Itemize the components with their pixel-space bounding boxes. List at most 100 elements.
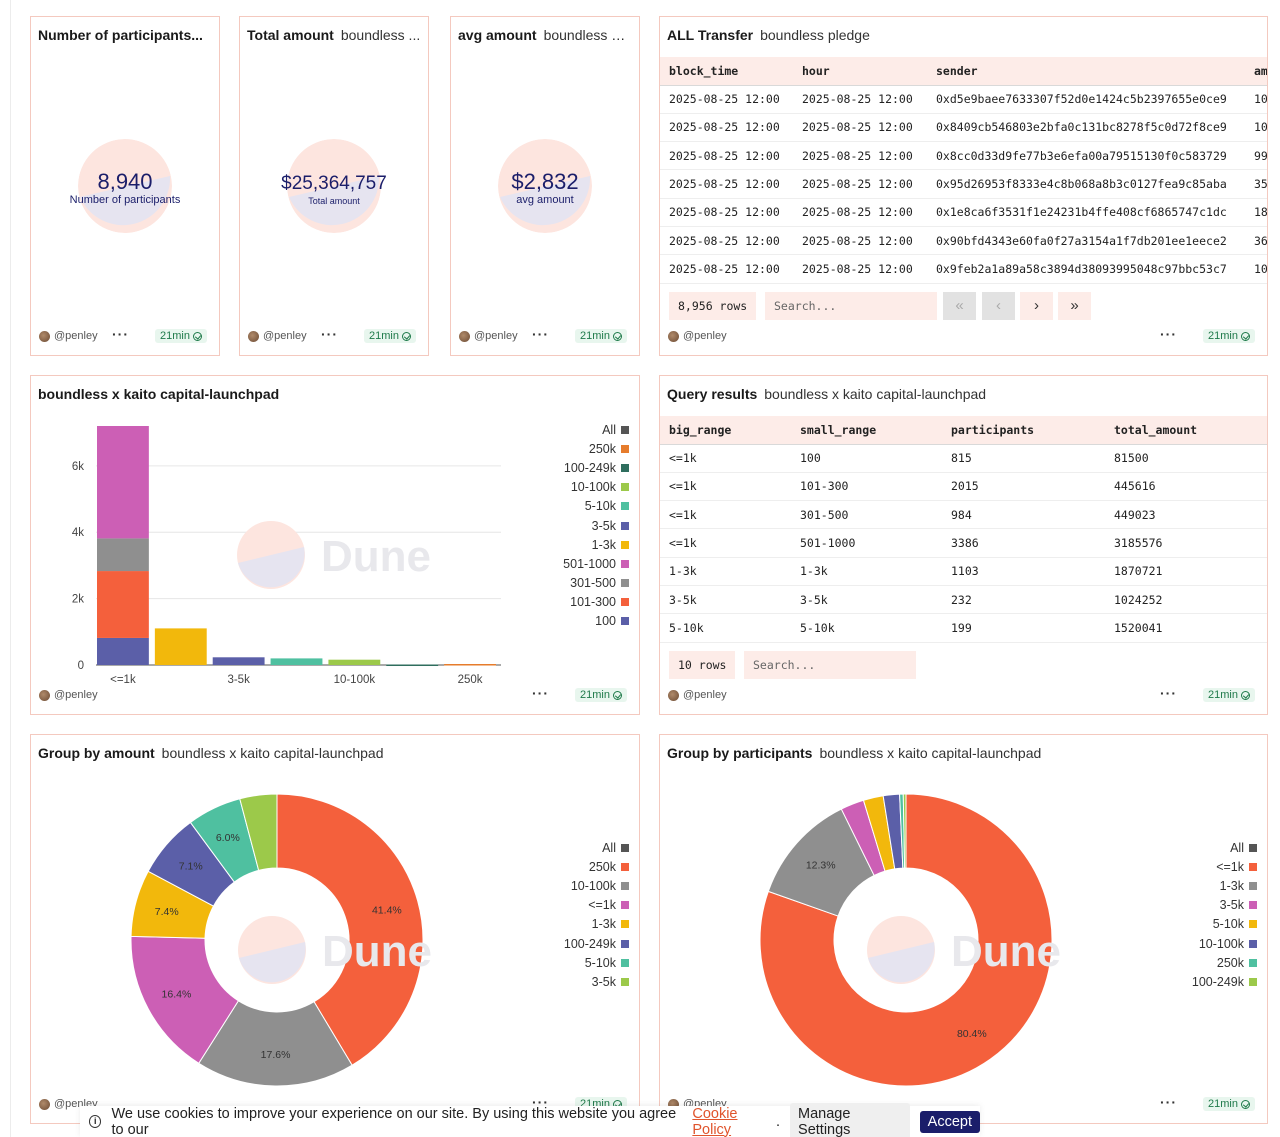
refresh-badge[interactable]: 21min xyxy=(155,329,207,343)
bar-segment[interactable] xyxy=(97,637,149,665)
card-title[interactable]: Total amount boundless ... xyxy=(247,27,421,43)
refresh-badge[interactable]: 21min xyxy=(575,329,627,343)
legend-item[interactable]: 101-300 xyxy=(563,593,629,612)
legend-item[interactable]: 5-10k xyxy=(563,497,629,516)
legend-item[interactable]: <=1k xyxy=(1192,857,1257,876)
bar-segment[interactable] xyxy=(97,426,149,539)
column-header[interactable]: block_time xyxy=(660,57,793,86)
legend-item[interactable]: 10-100k xyxy=(1192,934,1257,953)
legend-item[interactable]: 10-100k xyxy=(563,478,629,497)
more-options-icon[interactable]: ··· xyxy=(532,326,549,342)
table-row[interactable]: 1-3k 1-3k 1103 1870721 xyxy=(660,557,1267,586)
legend-item[interactable]: 250k xyxy=(563,439,629,458)
column-header[interactable]: participants xyxy=(942,416,1105,445)
legend-item[interactable]: 3-5k xyxy=(564,972,629,991)
card-title[interactable]: ALL Transfer boundless pledge xyxy=(667,27,870,43)
author-link[interactable]: @penley xyxy=(459,330,518,342)
legend-item[interactable]: <=1k xyxy=(564,896,629,915)
pie-slice[interactable] xyxy=(239,793,278,871)
legend-item[interactable]: 1-3k xyxy=(1192,876,1257,895)
table-row[interactable]: 2025-08-25 12:00 2025-08-25 12:00 0xd5e9ba… xyxy=(660,85,1267,114)
table-row[interactable]: 2025-08-25 12:00 2025-08-25 12:00 0x95d269… xyxy=(660,169,1267,199)
next-page-icon[interactable]: › xyxy=(1020,292,1053,320)
more-options-icon[interactable]: ··· xyxy=(1160,685,1177,701)
legend-item[interactable]: 1-3k xyxy=(564,915,629,934)
pie-slice[interactable] xyxy=(759,793,1053,1087)
cookie-policy-link[interactable]: Cookie Policy xyxy=(692,1105,738,1137)
more-options-icon[interactable]: ··· xyxy=(1160,326,1177,342)
legend-item[interactable]: 3-5k xyxy=(563,516,629,535)
accept-button[interactable]: Accept xyxy=(919,1110,980,1133)
search-input[interactable] xyxy=(765,292,937,320)
table-row[interactable]: 2025-08-25 12:00 2025-08-25 12:00 0x1e8ca6… xyxy=(660,198,1267,227)
more-options-icon[interactable]: ··· xyxy=(1160,1094,1177,1110)
bar-segment[interactable] xyxy=(154,628,207,665)
column-header[interactable]: am xyxy=(1245,57,1267,86)
author-link[interactable]: @penley xyxy=(668,689,727,701)
column-header[interactable]: total_amount xyxy=(1105,416,1267,445)
legend-item[interactable]: All xyxy=(564,838,629,857)
author-link[interactable]: @penley xyxy=(39,689,98,701)
pie-slice[interactable] xyxy=(198,1000,353,1087)
card-title[interactable]: avg amount boundless pl... xyxy=(458,27,633,43)
column-header[interactable]: sender xyxy=(927,57,1245,86)
table-row[interactable]: 3-5k 3-5k 232 1024252 xyxy=(660,585,1267,615)
last-page-icon[interactable]: » xyxy=(1058,292,1091,320)
author-link[interactable]: @penley xyxy=(248,330,307,342)
bar-segment[interactable] xyxy=(386,664,439,667)
card-title[interactable]: boundless x kaito capital-launchpad xyxy=(38,386,280,402)
table-row[interactable]: 2025-08-25 12:00 2025-08-25 12:00 0x8cc0d3… xyxy=(660,141,1267,171)
card-title[interactable]: Number of participants... xyxy=(38,27,203,43)
pie-slice[interactable] xyxy=(276,793,424,1066)
table-row[interactable]: <=1k 101-300 2015 445616 xyxy=(660,472,1267,502)
search-input[interactable] xyxy=(744,651,916,679)
legend-item[interactable]: 3-5k xyxy=(1192,896,1257,915)
refresh-badge[interactable]: 21min xyxy=(1203,688,1255,702)
legend-item[interactable]: 250k xyxy=(1192,953,1257,972)
bar-segment[interactable] xyxy=(97,538,149,572)
legend-item[interactable]: 501-1000 xyxy=(563,554,629,573)
table-row[interactable]: <=1k 100 815 81500 xyxy=(660,444,1267,473)
legend-item[interactable]: All xyxy=(1192,838,1257,857)
card-title[interactable]: Group by participants boundless x kaito c… xyxy=(667,745,1042,761)
more-options-icon[interactable]: ··· xyxy=(112,326,129,342)
bar-segment[interactable] xyxy=(444,664,496,666)
legend-item[interactable]: 301-500 xyxy=(563,574,629,593)
legend-item[interactable]: 10-100k xyxy=(564,876,629,895)
bar-segment[interactable] xyxy=(270,658,323,665)
legend-item[interactable]: 5-10k xyxy=(1192,915,1257,934)
pie-slice[interactable] xyxy=(902,793,907,869)
table-row[interactable]: <=1k 501-1000 3386 3185576 xyxy=(660,528,1267,558)
more-options-icon[interactable]: ··· xyxy=(321,326,338,342)
bar-segment[interactable] xyxy=(212,657,265,665)
more-options-icon[interactable]: ··· xyxy=(532,685,549,701)
column-header[interactable]: hour xyxy=(793,57,927,86)
refresh-badge[interactable]: 21min xyxy=(575,688,627,702)
legend-item[interactable]: 100-249k xyxy=(564,934,629,953)
legend-item[interactable]: 5-10k xyxy=(564,953,629,972)
legend-item[interactable]: 100-249k xyxy=(1192,972,1257,991)
author-link[interactable]: @penley xyxy=(668,330,727,342)
bar-segment[interactable] xyxy=(97,571,149,638)
table-row[interactable]: 2025-08-25 12:00 2025-08-25 12:00 0x90bfd4… xyxy=(660,226,1267,256)
table-row[interactable]: 2025-08-25 12:00 2025-08-25 12:00 0x9feb2a… xyxy=(660,254,1267,284)
card-title[interactable]: Group by amount boundless x kaito capital… xyxy=(38,745,384,761)
refresh-badge[interactable]: 21min xyxy=(1203,329,1255,343)
refresh-badge[interactable]: 21min xyxy=(1203,1097,1255,1111)
column-header[interactable]: small_range xyxy=(791,416,942,445)
table-row[interactable]: 2025-08-25 12:00 2025-08-25 12:00 0x8409cb… xyxy=(660,113,1267,143)
author-link[interactable]: @penley xyxy=(39,330,98,342)
column-header[interactable]: big_range xyxy=(660,416,791,445)
legend-item[interactable]: 100-249k xyxy=(563,458,629,477)
table-row[interactable]: <=1k 301-500 984 449023 xyxy=(660,500,1267,530)
table-row[interactable]: 5-10k 5-10k 199 1520041 xyxy=(660,613,1267,643)
legend-item[interactable]: All xyxy=(563,420,629,439)
refresh-badge[interactable]: 21min xyxy=(364,329,416,343)
prev-page-icon[interactable]: ‹ xyxy=(982,292,1015,320)
card-title[interactable]: Query results boundless x kaito capital-l… xyxy=(667,386,987,402)
bar-segment[interactable] xyxy=(328,659,381,665)
first-page-icon[interactable]: « xyxy=(943,292,976,320)
legend-item[interactable]: 250k xyxy=(564,857,629,876)
legend-item[interactable]: 100 xyxy=(563,612,629,631)
manage-settings-button[interactable]: Manage Settings xyxy=(790,1102,910,1137)
